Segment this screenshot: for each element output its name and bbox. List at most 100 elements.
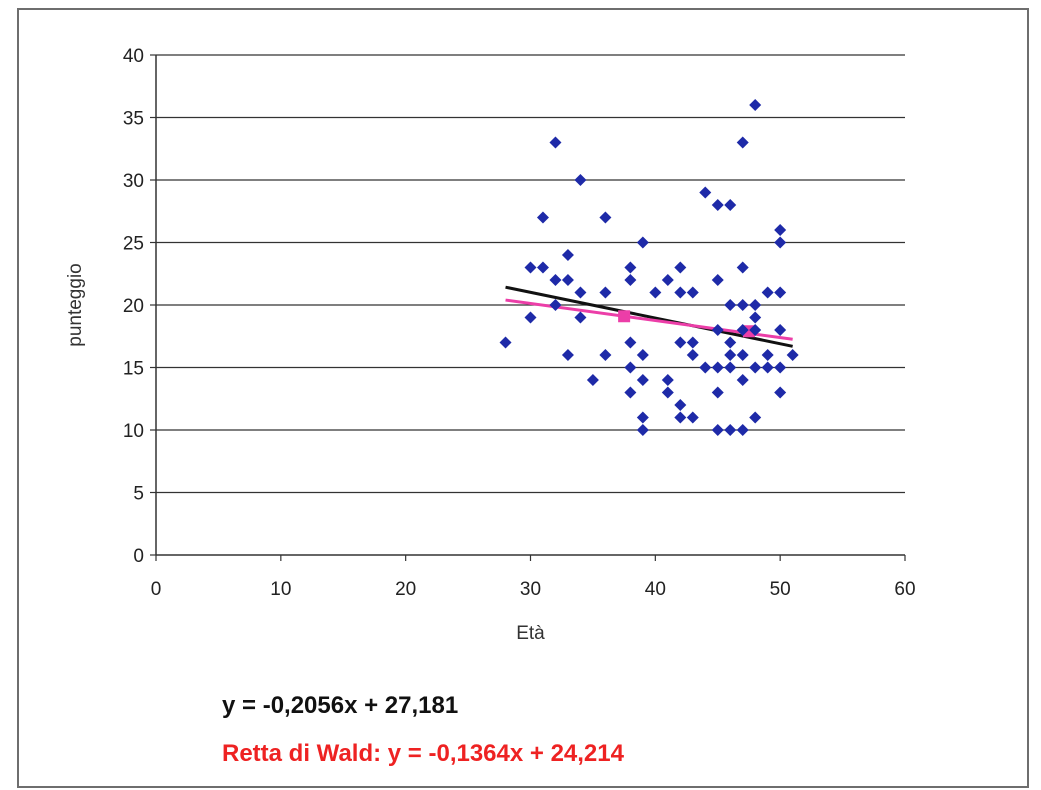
x-tick-label: 30 — [520, 579, 541, 600]
y-tick-label: 10 — [123, 421, 144, 442]
data-point — [636, 424, 649, 436]
data-point — [761, 349, 774, 361]
x-tick-label: 60 — [894, 579, 915, 600]
x-tick-label: 0 — [151, 579, 162, 600]
data-point — [749, 299, 762, 311]
data-point — [586, 374, 599, 386]
data-point — [561, 274, 574, 286]
data-point — [674, 336, 687, 349]
x-tick-label: 20 — [395, 579, 416, 600]
data-point — [661, 374, 674, 386]
wald-equation: Retta di Wald: y = -0,1364x + 24,214 — [222, 740, 624, 767]
data-point — [549, 274, 562, 286]
data-point — [636, 411, 649, 424]
data-point — [736, 299, 749, 311]
data-point — [774, 286, 787, 299]
data-point — [636, 236, 649, 249]
data-point — [699, 186, 712, 199]
data-point — [649, 286, 662, 299]
data-point — [724, 199, 737, 211]
data-point — [736, 261, 749, 274]
y-tick-label: 0 — [133, 546, 144, 567]
y-axis-title: punteggio — [65, 263, 86, 346]
chart-frame: 0 5 10 15 20 25 30 35 40 0 10 20 30 40 50 60 Età punteg… — [17, 8, 1029, 788]
data-point — [686, 336, 699, 349]
data-point — [699, 361, 712, 374]
y-tick-label: 20 — [123, 296, 144, 317]
data-point — [786, 349, 799, 361]
data-point — [736, 324, 749, 336]
data-point — [749, 311, 762, 324]
data-point — [711, 274, 724, 286]
data-point — [761, 286, 774, 299]
data-point — [774, 361, 787, 374]
data-point — [561, 349, 574, 361]
data-point — [524, 261, 537, 274]
y-tick-label: 30 — [123, 171, 144, 192]
data-point — [599, 211, 612, 224]
data-point — [524, 311, 537, 324]
x-tick-label: 10 — [270, 579, 291, 600]
data-point — [711, 199, 724, 211]
ols-trendline — [505, 285, 793, 348]
data-point — [761, 361, 774, 374]
data-point — [774, 324, 787, 336]
data-point — [574, 174, 587, 186]
data-point — [574, 311, 587, 324]
data-point — [499, 336, 512, 349]
data-point — [724, 361, 737, 374]
wald-group-mean-marker — [618, 310, 631, 323]
data-point — [686, 286, 699, 299]
data-point — [599, 349, 612, 361]
data-point — [724, 349, 737, 361]
data-point — [736, 136, 749, 149]
data-point — [624, 386, 637, 399]
data-point — [749, 324, 762, 336]
data-point — [536, 211, 549, 224]
data-point — [724, 424, 737, 436]
x-tick-label: 50 — [770, 579, 791, 600]
data-point — [561, 249, 574, 261]
axes: 0 5 10 15 20 25 30 35 40 0 10 20 30 40 50 60 — [123, 46, 916, 600]
trendlines — [505, 285, 793, 348]
y-tick-label: 35 — [123, 109, 144, 130]
ols-equation: y = -0,2056x + 27,181 — [222, 692, 459, 719]
data-point — [686, 349, 699, 361]
data-point — [549, 299, 562, 311]
data-point — [724, 336, 737, 349]
data-point — [661, 386, 674, 399]
data-point — [624, 361, 637, 374]
data-point — [599, 286, 612, 299]
data-point — [711, 386, 724, 399]
data-point — [661, 274, 674, 286]
data-point — [711, 324, 724, 336]
data-point — [711, 361, 724, 374]
x-axis-title: Età — [516, 623, 545, 644]
data-point — [624, 261, 637, 274]
y-tick-label: 25 — [123, 234, 144, 255]
data-point — [636, 349, 649, 361]
data-point — [774, 236, 787, 249]
data-points — [499, 99, 799, 436]
data-point — [674, 261, 687, 274]
data-point — [536, 261, 549, 274]
data-point — [549, 136, 562, 149]
data-point — [749, 411, 762, 424]
data-point — [724, 299, 737, 311]
scatter-plot: 0 5 10 15 20 25 30 35 40 0 10 20 30 40 50 60 Età punteg… — [65, 46, 916, 644]
data-point — [624, 274, 637, 286]
y-tick-label: 5 — [133, 484, 144, 505]
x-tick-label: 40 — [645, 579, 666, 600]
data-point — [686, 411, 699, 424]
y-tick-label: 15 — [123, 359, 144, 380]
y-tick-label: 40 — [123, 46, 144, 67]
gridlines — [156, 54, 905, 494]
data-point — [736, 349, 749, 361]
data-point — [574, 286, 587, 299]
data-point — [624, 336, 637, 349]
data-point — [774, 224, 787, 236]
data-point — [636, 374, 649, 386]
data-point — [749, 361, 762, 374]
data-point — [674, 399, 687, 411]
data-point — [674, 286, 687, 299]
